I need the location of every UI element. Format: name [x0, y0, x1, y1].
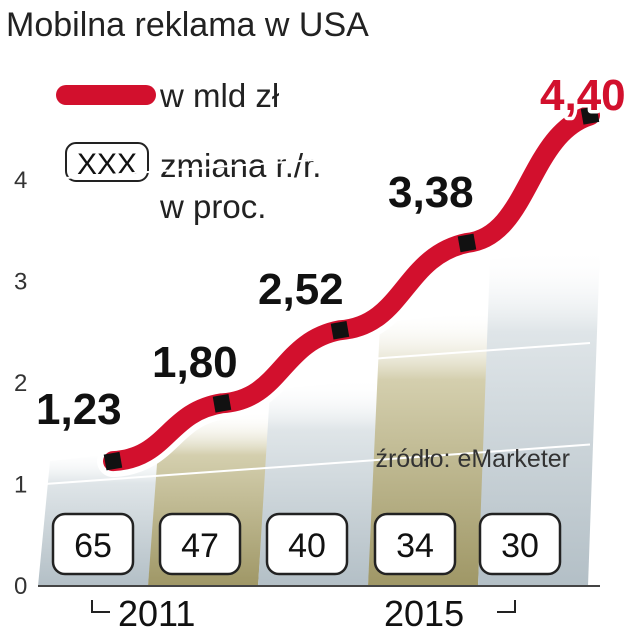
change-boxes: 65 47 40 34 30 — [51, 512, 562, 576]
x-label-end: 2015 — [384, 593, 464, 634]
y-tick-label: 0 — [14, 573, 27, 600]
value-labels: 1,23 1,80 2,52 3,38 4,40 — [33, 68, 630, 438]
y-tick-label: 1 — [14, 472, 27, 499]
x-bracket-left — [91, 600, 110, 613]
change-box — [51, 512, 135, 576]
y-tick-label: 4 — [14, 167, 27, 194]
y-axis-ticks: 0 1 2 3 4 — [14, 167, 27, 600]
year-band — [478, 247, 600, 586]
gridlines — [37, 139, 591, 486]
change-box — [478, 512, 562, 576]
value-label: 1,80 — [152, 338, 238, 387]
x-axis-labels: 2011 2015 — [91, 593, 516, 634]
data-point — [330, 320, 350, 340]
series-line — [97, 99, 606, 478]
legend-box-label-line2: w proc. — [159, 188, 266, 225]
change-label: 40 — [288, 527, 326, 565]
change-box — [373, 512, 457, 576]
data-point — [457, 233, 477, 253]
series-line-path — [103, 105, 600, 472]
data-point — [580, 106, 600, 125]
legend-line-label: w mld zł — [159, 77, 280, 114]
gridline — [37, 443, 591, 486]
gridline — [37, 139, 591, 181]
y-tick-label: 3 — [14, 269, 27, 296]
data-point — [103, 451, 123, 471]
change-label: 65 — [74, 527, 112, 565]
x-label-start: 2011 — [118, 593, 195, 634]
value-label: 2,52 — [258, 265, 344, 314]
chart-title: Mobilna reklama w USA — [6, 6, 369, 44]
change-box — [158, 512, 242, 576]
value-label: 3,38 — [388, 168, 474, 217]
gridline — [37, 342, 591, 384]
x-bracket-right — [497, 600, 516, 613]
value-label: 4,40 — [540, 71, 626, 120]
legend-box-swatch — [65, 142, 149, 182]
change-box — [265, 512, 349, 576]
change-label: 34 — [396, 527, 434, 565]
y-tick-label: 2 — [14, 370, 27, 397]
value-label: 1,23 — [36, 385, 122, 434]
source-note: źródło: eMarketer — [375, 445, 570, 473]
change-label: 30 — [501, 527, 539, 565]
data-point — [212, 394, 232, 413]
change-label: 47 — [181, 527, 219, 565]
